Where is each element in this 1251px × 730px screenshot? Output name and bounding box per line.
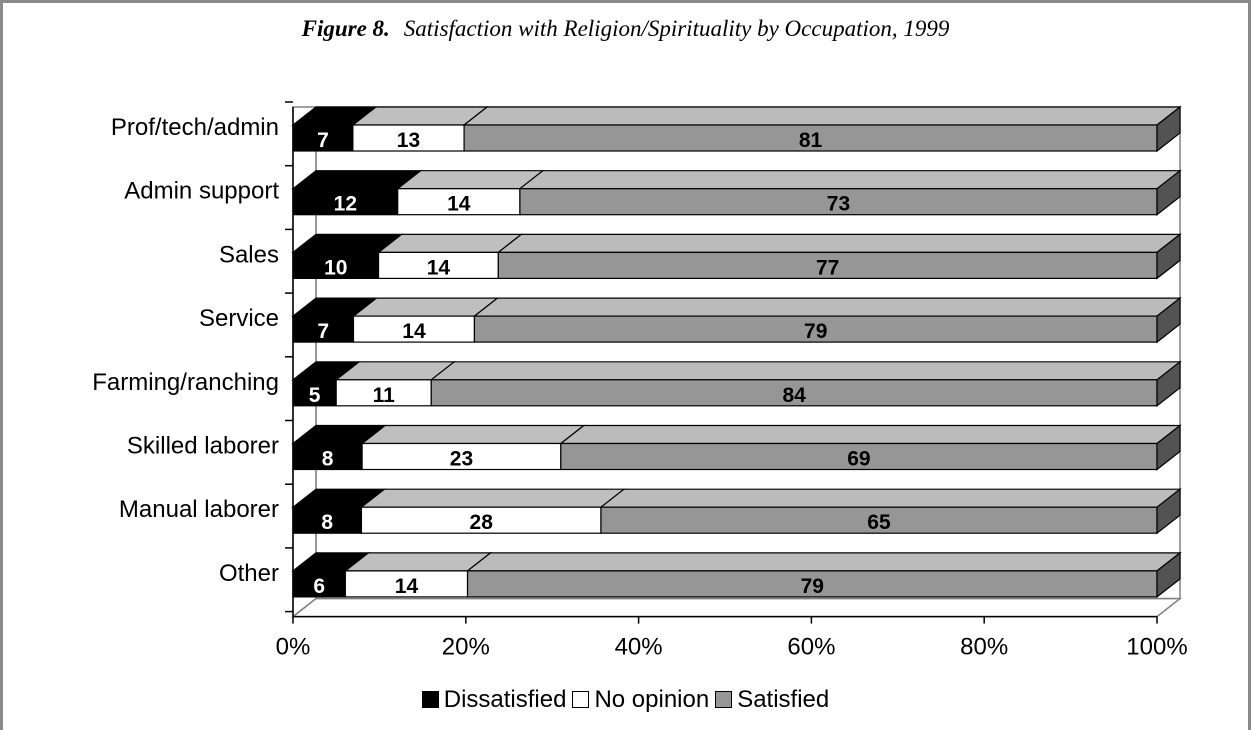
- floor-wall: [290, 597, 1183, 618]
- x-tick-label: 0%: [276, 634, 311, 661]
- category-label: Service: [199, 305, 279, 332]
- bar-end-face: [1156, 105, 1181, 153]
- bar-end-face: [1156, 487, 1181, 535]
- category-label: Other: [219, 560, 279, 587]
- bar-data-label: 77: [816, 256, 839, 279]
- bar-top-face: [343, 552, 493, 572]
- bar-data-label: 10: [324, 256, 347, 279]
- bar-segment: [519, 188, 1158, 216]
- bar-data-label: 65: [867, 511, 891, 534]
- bar-data-label: 5: [309, 384, 321, 407]
- bar-top-face: [599, 488, 1182, 508]
- chart-title: Figure 8. Satisfaction with Religion/Spir…: [0, 16, 1251, 42]
- bar-segment: [352, 124, 465, 152]
- figure-label: Figure 8.: [301, 16, 390, 41]
- bar-end-face: [1156, 360, 1181, 408]
- legend-label: No opinion: [594, 686, 710, 713]
- legend-item: No opinion: [572, 686, 709, 714]
- bar-data-label: 12: [334, 193, 357, 216]
- bar-data-label: 14: [427, 256, 451, 279]
- bar-data-label: 79: [801, 575, 824, 598]
- bar-end-face: [1156, 296, 1181, 344]
- bar-end-face: [1156, 424, 1181, 471]
- bar-end-face: [1156, 233, 1181, 280]
- bar-data-label: 6: [313, 575, 325, 598]
- bar-data-label: 28: [470, 511, 494, 534]
- bar-segment: [335, 379, 432, 407]
- bar-data-label: 79: [804, 320, 827, 343]
- bar-segment: [292, 442, 363, 471]
- bar-data-label: 69: [847, 448, 870, 471]
- bar-top-face: [462, 106, 1182, 126]
- category-label: Admin support: [124, 178, 279, 205]
- bar-top-face: [465, 552, 1182, 572]
- bar-data-label: 11: [373, 384, 396, 407]
- category-label: Skilled laborer: [127, 433, 279, 460]
- x-tick-label: 80%: [960, 634, 1008, 661]
- bar-data-label: 84: [782, 384, 806, 407]
- bar-data-label: 73: [827, 193, 850, 216]
- legend-label: Satisfied: [737, 686, 830, 713]
- legend-swatch: [421, 691, 439, 708]
- legend: Dissatisfied No opinion Satisfied: [0, 686, 1251, 714]
- bar-segment: [292, 124, 354, 152]
- bar-top-face: [351, 297, 500, 317]
- bar-segment: [466, 570, 1158, 598]
- category-label: Farming/ranching: [92, 369, 279, 396]
- legend-swatch: [715, 691, 733, 708]
- bar-segment: [292, 570, 346, 598]
- bar-segment: [497, 251, 1158, 279]
- bar-data-label: 23: [450, 448, 473, 471]
- bar-top-face: [472, 297, 1182, 317]
- bar-data-label: 8: [322, 448, 334, 471]
- bar-data-label: 14: [447, 193, 471, 216]
- x-tick-label: 60%: [787, 634, 835, 661]
- bar-top-face: [395, 170, 545, 190]
- x-tick-label: 20%: [442, 634, 490, 661]
- bar-data-label: 81: [799, 129, 823, 152]
- bar-top-face: [496, 233, 1182, 253]
- bar-segment: [600, 506, 1158, 534]
- category-label: Prof/tech/admin: [111, 114, 279, 141]
- bar-data-label: 7: [317, 129, 329, 152]
- category-label: Manual laborer: [119, 496, 279, 523]
- chart-title-text: Satisfaction with Religion/Spirituality …: [403, 16, 950, 41]
- bar-segment: [292, 315, 355, 343]
- bar-data-label: 7: [317, 320, 329, 343]
- bar-top-face: [559, 424, 1182, 445]
- bar-top-face: [359, 488, 626, 508]
- bar-segment: [360, 506, 602, 534]
- bar-top-face: [518, 170, 1182, 190]
- bar-segment: [361, 442, 562, 471]
- bar-end-face: [1156, 169, 1181, 216]
- legend-item: Satisfied: [715, 686, 829, 714]
- category-label: Sales: [219, 241, 279, 268]
- bar-top-face: [376, 233, 524, 253]
- bar-segment: [292, 251, 380, 279]
- bar-end-face: [1156, 551, 1181, 599]
- bar-top-face: [360, 424, 586, 445]
- x-tick-label: 40%: [615, 634, 663, 661]
- bar-data-label: 13: [397, 129, 420, 152]
- legend-swatch: [572, 691, 590, 708]
- bar-segment: [292, 188, 399, 216]
- bar-data-label: 14: [395, 575, 419, 598]
- bar-segment: [560, 442, 1158, 471]
- bar-data-label: 14: [402, 320, 426, 343]
- bar-data-label: 8: [321, 511, 333, 534]
- x-tick-label: 100%: [1126, 634, 1187, 661]
- legend-item: Dissatisfied: [421, 686, 567, 714]
- legend-label: Dissatisfied: [443, 686, 567, 713]
- bar-segment: [473, 315, 1158, 343]
- bar-top-face: [429, 361, 1182, 381]
- bar-segment: [292, 379, 337, 407]
